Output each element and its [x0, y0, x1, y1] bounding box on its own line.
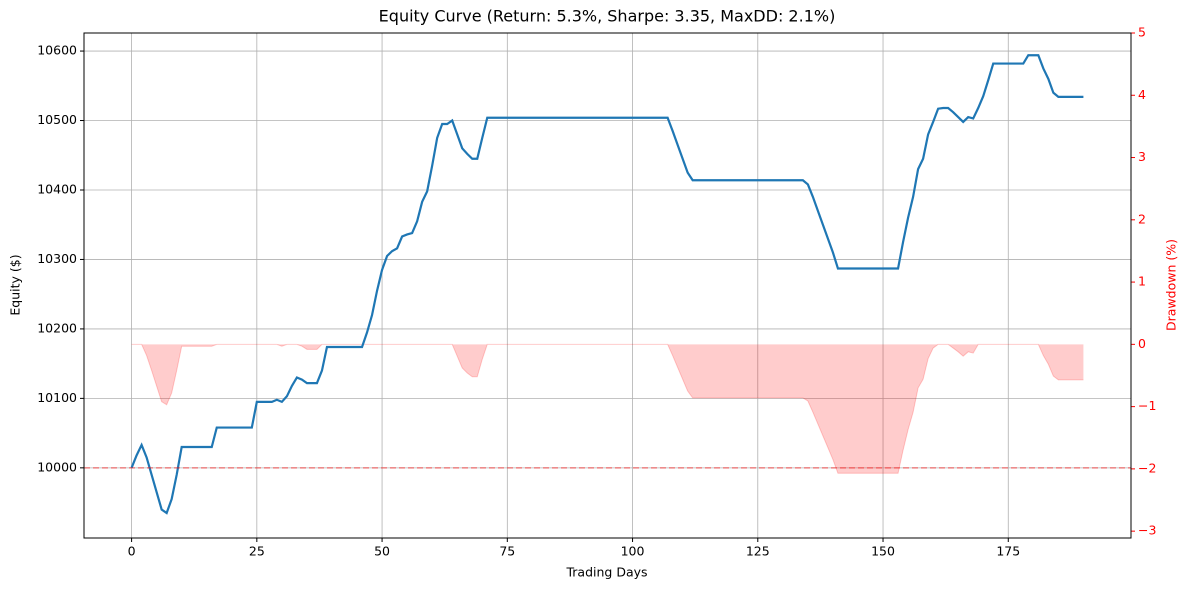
x-axis-label: Trading Days	[565, 565, 647, 580]
y-tick-label: 10000	[37, 459, 77, 474]
y2-tick-label: 3	[1138, 149, 1146, 164]
y-axis-label: Equity ($)	[8, 254, 23, 315]
equity-line	[130, 54, 1084, 515]
drawdown-fill	[131, 344, 1084, 474]
x-tick-label: 175	[996, 544, 1020, 559]
y2-tick-label: 1	[1138, 274, 1146, 289]
y-tick-label: 10300	[37, 251, 77, 266]
x-tick-label: 75	[499, 544, 515, 559]
y-tick-label: 10600	[37, 43, 77, 58]
y-tick-label: 10400	[37, 181, 77, 196]
y-tick-label: 10200	[37, 320, 77, 335]
x-tick-label: 0	[128, 544, 136, 559]
x-tick-label: 100	[621, 544, 645, 559]
y2-tick-label: 0	[1138, 336, 1146, 351]
y-tick-label: 10500	[37, 112, 77, 127]
y-tick-label: 10100	[37, 390, 77, 405]
x-tick-label: 125	[746, 544, 770, 559]
x-tick-label: 25	[249, 544, 265, 559]
x-tick-label: 50	[374, 544, 390, 559]
y2-tick-label: −2	[1138, 460, 1156, 475]
y2-tick-label: 5	[1138, 25, 1146, 40]
chart-title: Equity Curve (Return: 5.3%, Sharpe: 3.35…	[379, 7, 836, 26]
y2-tick-label: 4	[1138, 87, 1146, 102]
x-tick-label: 150	[871, 544, 895, 559]
drawdown-line	[131, 343, 1084, 474]
y2-tick-label: −1	[1138, 398, 1156, 413]
y2-tick-label: 2	[1138, 211, 1146, 226]
plot-frame	[83, 32, 1132, 539]
y2-tick-label: −3	[1138, 523, 1156, 538]
y2-axis-label: Drawdown (%)	[1164, 239, 1179, 331]
